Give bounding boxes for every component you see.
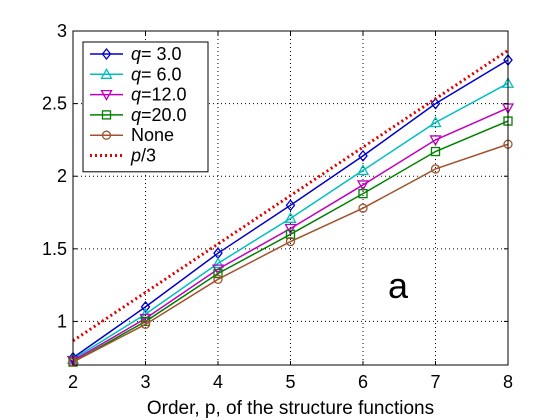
- data-point: [358, 203, 368, 213]
- data-point: [356, 180, 370, 192]
- data-point: [211, 257, 225, 268]
- legend-entry: q= 6.0: [90, 64, 182, 84]
- legend-marker: [101, 47, 112, 61]
- series-5: [72, 49, 509, 343]
- y-tick-label: 1: [57, 311, 67, 331]
- axis-ticks: 2 3 4 5 6 7 8 1 1.5 2 2.5 3: [42, 21, 513, 392]
- legend-label: q=20.0: [131, 105, 187, 125]
- y-tick-label: 1.5: [42, 239, 67, 259]
- data-point: [213, 274, 223, 284]
- data-point: [140, 319, 151, 329]
- data-point: [429, 116, 442, 128]
- legend-marker: [100, 89, 113, 101]
- data-point: [285, 199, 296, 212]
- legend-entry: q= 3.0: [90, 44, 182, 64]
- series-line: [72, 120, 509, 363]
- data-point: [358, 149, 368, 162]
- legend-label: q=12.0: [131, 85, 187, 105]
- y-tick-label: 2.5: [42, 94, 67, 114]
- x-tick-label: 4: [213, 372, 223, 392]
- data-point: [356, 164, 370, 176]
- x-tick-label: 8: [503, 372, 513, 392]
- series-line: [72, 49, 509, 343]
- legend-label: q= 3.0: [131, 44, 182, 64]
- x-tick-label: 7: [430, 372, 440, 392]
- x-axis-label: Order, p, of the structure functions: [147, 398, 434, 419]
- x-tick-label: 3: [140, 372, 150, 392]
- x-tick-label: 5: [285, 372, 295, 392]
- series-line: [72, 59, 509, 359]
- legend-box: [82, 41, 209, 173]
- data-point: [284, 223, 297, 235]
- legend-label: None: [131, 125, 174, 145]
- data-point: [140, 300, 151, 313]
- data-point: [213, 268, 223, 279]
- legend-label: p/3: [130, 146, 156, 166]
- data-point: [285, 236, 296, 247]
- data-point: [430, 164, 441, 174]
- x-tick-label: 2: [68, 372, 78, 392]
- data-point: [285, 229, 296, 239]
- legend-label: q= 6.0: [131, 64, 182, 84]
- legend-entry: q=12.0: [90, 85, 187, 105]
- legend-marker: [100, 67, 113, 79]
- data-point: [430, 146, 441, 157]
- legend-entry: p/3: [90, 146, 156, 166]
- legend-entry: None: [90, 125, 174, 145]
- data-point: [284, 211, 297, 223]
- data-series: [66, 49, 515, 367]
- data-point: [358, 188, 368, 199]
- series-line: [72, 107, 509, 362]
- series-line: [72, 143, 509, 363]
- data-point: [429, 135, 442, 147]
- x-tick-label: 6: [358, 372, 368, 392]
- y-tick-label: 3: [57, 21, 67, 41]
- legend-marker: [101, 130, 112, 140]
- y-tick-label: 2: [57, 166, 67, 186]
- legend-marker: [101, 110, 112, 120]
- legend-entry: q=20.0: [90, 105, 187, 125]
- panel-annotation: a: [388, 265, 409, 306]
